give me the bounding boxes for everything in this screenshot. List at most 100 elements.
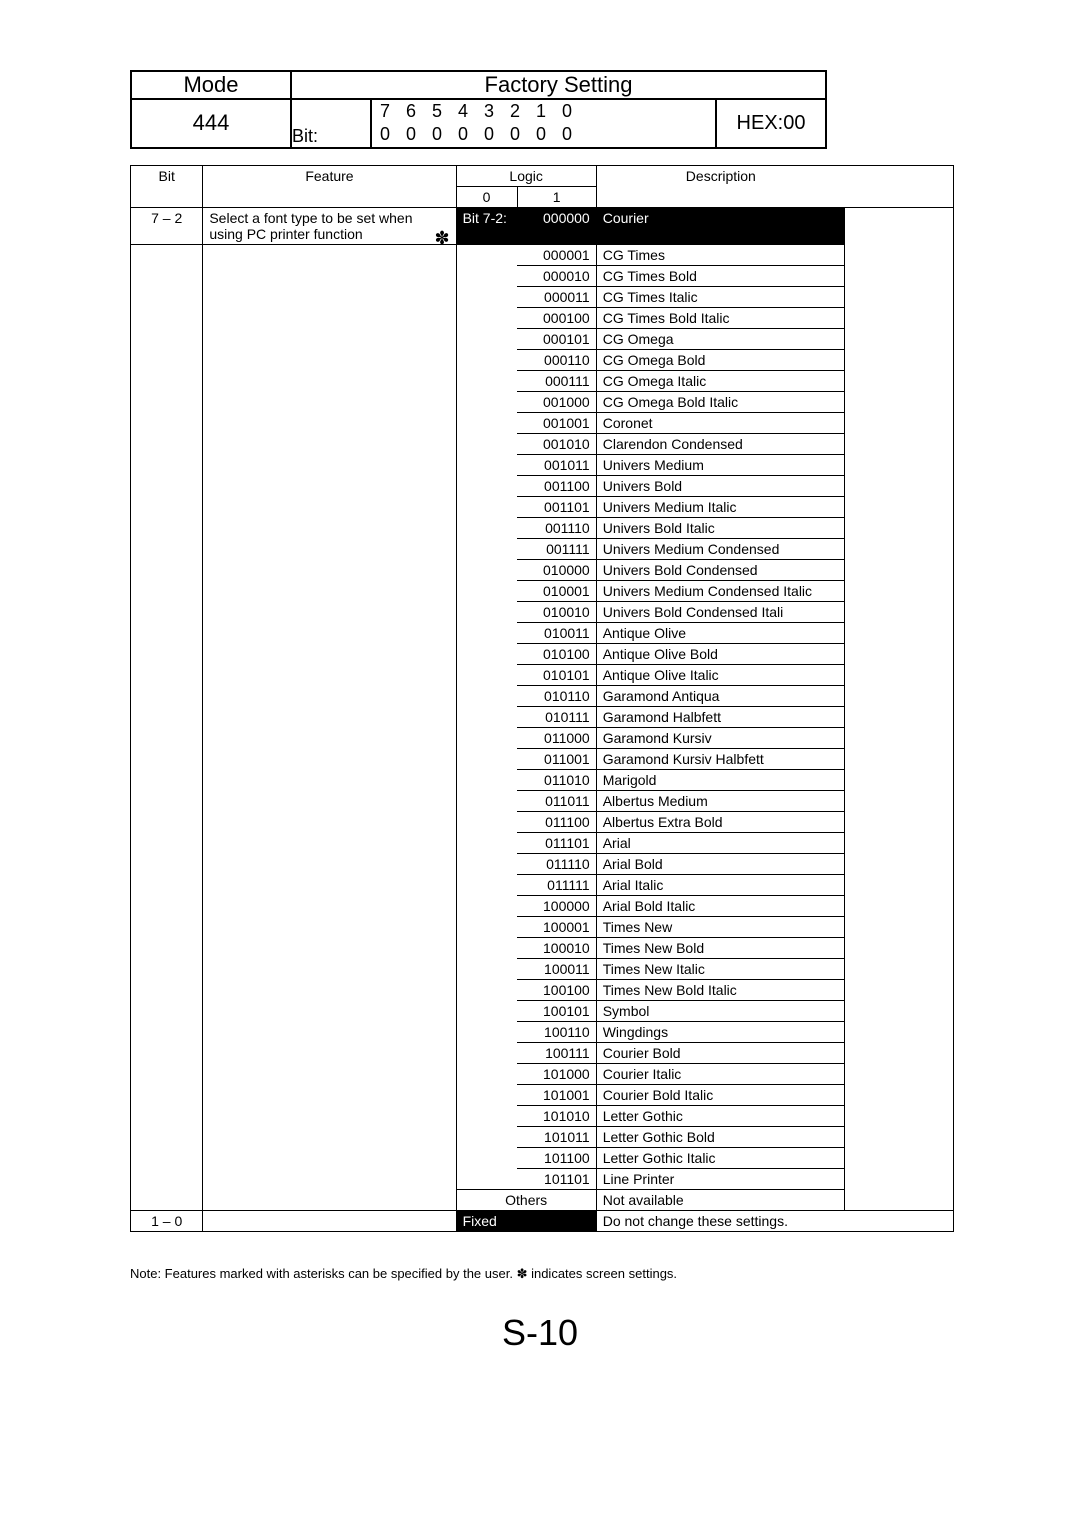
tail-cell: [845, 664, 954, 685]
font-desc: Antique Olive: [596, 622, 845, 643]
bit-label: Bit:: [291, 99, 371, 148]
font-row: 101010Letter Gothic: [131, 1105, 954, 1126]
mode-value: 444: [131, 99, 291, 148]
feature-empty: [203, 664, 456, 685]
bit-value: 0: [450, 123, 476, 146]
bit-empty: [131, 349, 203, 370]
bit-value: 0: [476, 123, 502, 146]
tail-cell: [845, 1105, 954, 1126]
bit-empty: [131, 1042, 203, 1063]
font-row: 000011CG Times Italic: [131, 286, 954, 307]
bit-empty: [131, 748, 203, 769]
bit-empty: [131, 454, 203, 475]
feature-empty: [203, 475, 456, 496]
font-desc: Arial Bold Italic: [596, 895, 845, 916]
feature-empty: [203, 706, 456, 727]
bit-empty: [131, 1000, 203, 1021]
feature-empty: [203, 916, 456, 937]
font-row: 010001Univers Medium Condensed Italic: [131, 580, 954, 601]
factory-setting-header: Factory Setting: [291, 71, 826, 99]
font-code: 001011: [517, 454, 596, 475]
font-code: 100100: [517, 979, 596, 1000]
bit-prefix: Bit 7-2:: [456, 207, 517, 244]
font-code: 100010: [517, 937, 596, 958]
font-code: 100101: [517, 1000, 596, 1021]
bit-empty: [131, 727, 203, 748]
tail-cell: [845, 580, 954, 601]
logic0-empty: [456, 307, 517, 328]
font-desc: Albertus Medium: [596, 790, 845, 811]
tail-cell: [845, 538, 954, 559]
bit-index: 4: [450, 100, 476, 123]
feature-empty: [203, 895, 456, 916]
font-desc: CG Omega Bold: [596, 349, 845, 370]
logic0-empty: [456, 1063, 517, 1084]
bit-empty: [131, 1189, 203, 1210]
bit-index: 6: [398, 100, 424, 123]
bit-empty: [131, 538, 203, 559]
font-code: 000100: [517, 307, 596, 328]
logic0-empty: [456, 916, 517, 937]
font-desc: Symbol: [596, 1000, 845, 1021]
bit-empty: [131, 979, 203, 1000]
feature-empty: [203, 328, 456, 349]
tail-cell: [845, 1063, 954, 1084]
bit-range-72: 7 – 2: [131, 207, 203, 244]
bit-empty: [131, 769, 203, 790]
font-desc: Coronet: [596, 412, 845, 433]
logic0-empty: [456, 664, 517, 685]
font-desc: Antique Olive Bold: [596, 643, 845, 664]
font-code: 011101: [517, 832, 596, 853]
font-row: 001001Coronet: [131, 412, 954, 433]
tail-cell: [845, 1042, 954, 1063]
font-desc: Univers Medium Italic: [596, 496, 845, 517]
font-desc: CG Times Bold Italic: [596, 307, 845, 328]
feature-empty: [203, 937, 456, 958]
font-desc: Wingdings: [596, 1021, 845, 1042]
feature-empty: [203, 580, 456, 601]
font-desc: CG Times: [596, 244, 845, 265]
bit-empty: [131, 685, 203, 706]
bit-empty: [131, 1021, 203, 1042]
font-code: 011010: [517, 769, 596, 790]
tail-cell: [845, 244, 954, 265]
feature-empty: [203, 979, 456, 1000]
factory-setting-table: Mode Factory Setting 444 Bit: 76543210 0…: [130, 70, 827, 149]
bit-empty: [131, 1168, 203, 1189]
bit-empty: [131, 643, 203, 664]
font-code: 101011: [517, 1126, 596, 1147]
tail-cell: [845, 370, 954, 391]
logic0-empty: [456, 454, 517, 475]
font-code: 101101: [517, 1168, 596, 1189]
font-row: 011111Arial Italic: [131, 874, 954, 895]
font-code: 010000: [517, 559, 596, 580]
logic0-empty: [456, 538, 517, 559]
tail-cell: [845, 685, 954, 706]
font-desc: CG Omega Italic: [596, 370, 845, 391]
feature-empty: [203, 1105, 456, 1126]
bit-range-10: 1 – 0: [131, 1210, 203, 1231]
others-desc: Not available: [596, 1189, 845, 1210]
font-row: 010111Garamond Halbfett: [131, 706, 954, 727]
logic0-empty: [456, 559, 517, 580]
bit-empty: [131, 370, 203, 391]
font-row: 100111Courier Bold: [131, 1042, 954, 1063]
tail-cell: [845, 517, 954, 538]
feature-empty: [203, 1168, 456, 1189]
bit-empty: [131, 706, 203, 727]
logic0-empty: [456, 517, 517, 538]
bit-empty: [131, 412, 203, 433]
bit-feature-table: Bit Feature Logic Description 0 1 7 – 2 …: [130, 165, 954, 1232]
feature-empty: [203, 1189, 456, 1210]
font-code: 100111: [517, 1042, 596, 1063]
logic0-empty: [456, 1042, 517, 1063]
font-desc: Arial Bold: [596, 853, 845, 874]
logic0-empty: [456, 244, 517, 265]
tail-cell: [845, 1147, 954, 1168]
feature-empty: [203, 349, 456, 370]
bit-empty: [131, 853, 203, 874]
bit-empty: [131, 559, 203, 580]
tail-cell: [845, 454, 954, 475]
logic0-empty: [456, 622, 517, 643]
bit-empty: [131, 958, 203, 979]
